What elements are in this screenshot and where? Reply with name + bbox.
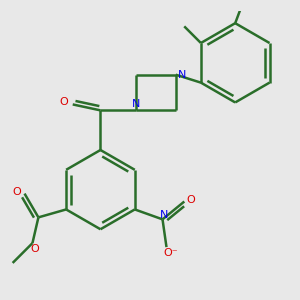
Text: O: O — [60, 98, 68, 107]
Text: O: O — [30, 244, 39, 254]
Text: N: N — [160, 210, 169, 220]
Text: O⁻: O⁻ — [163, 248, 178, 258]
Text: O: O — [12, 187, 21, 196]
Text: N: N — [132, 99, 140, 110]
Text: O: O — [186, 194, 195, 205]
Text: N: N — [178, 70, 186, 80]
